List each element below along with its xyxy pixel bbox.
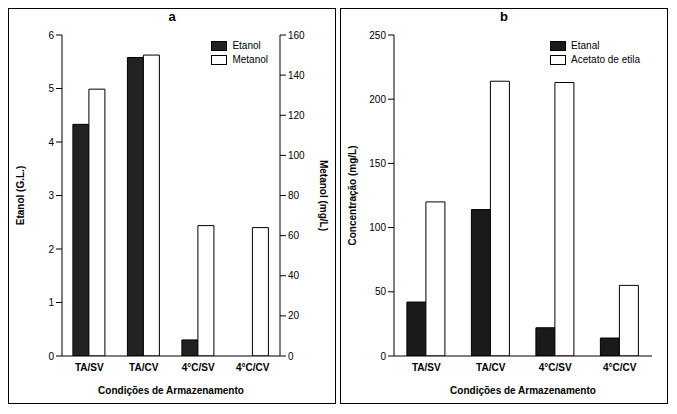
svg-text:4°C/SV: 4°C/SV	[182, 362, 215, 373]
html-text:Acetato de etila: Acetato de etila	[571, 54, 640, 65]
svg-text:Condições de Armazenamento: Condições de Armazenamento	[98, 385, 244, 396]
svg-text:80: 80	[288, 190, 300, 201]
svg-text:Condições de Armazenamento: Condições de Armazenamento	[450, 385, 596, 396]
svg-text:4°C/CV: 4°C/CV	[236, 362, 270, 373]
svg-text:60: 60	[288, 230, 300, 241]
svg-text:5: 5	[48, 83, 54, 94]
svg-text:TA/SV: TA/SV	[412, 362, 441, 373]
svg-text:200: 200	[369, 94, 386, 105]
svg-text:TA/SV: TA/SV	[75, 362, 104, 373]
svg-text:TA/CV: TA/CV	[129, 362, 159, 373]
html-text:b: b	[500, 9, 508, 24]
svg-text:250: 250	[369, 30, 386, 41]
svg-text:4°C/SV: 4°C/SV	[539, 362, 572, 373]
svg-text:40: 40	[288, 270, 300, 281]
svg-text:150: 150	[369, 158, 386, 169]
svg-text:100: 100	[288, 150, 305, 161]
svg-text:4°C/CV: 4°C/CV	[603, 362, 637, 373]
svg-text:0: 0	[48, 351, 54, 362]
html-text:a: a	[168, 9, 176, 24]
svg-text:Metanol (mg/L): Metanol (mg/L)	[318, 160, 329, 231]
svg-text:160: 160	[288, 30, 305, 41]
html-text:Metanol: Metanol	[232, 54, 268, 65]
svg-text:TA/CV: TA/CV	[476, 362, 506, 373]
svg-text:50: 50	[375, 286, 387, 297]
svg-text:6: 6	[48, 30, 54, 41]
svg-text:0: 0	[288, 351, 294, 362]
svg-text:140: 140	[288, 70, 305, 81]
svg-text:Concentração (mg/L): Concentração (mg/L)	[347, 145, 358, 245]
svg-text:4: 4	[48, 137, 54, 148]
svg-text:0: 0	[380, 351, 386, 362]
svg-text:3: 3	[48, 190, 54, 201]
svg-text:Etanol (G.L.): Etanol (G.L.)	[15, 166, 26, 225]
svg-text:20: 20	[288, 310, 300, 321]
html-text:Etanal: Etanal	[571, 40, 600, 51]
svg-text:2: 2	[48, 244, 54, 255]
svg-text:1: 1	[48, 297, 54, 308]
html-text:Etanol: Etanol	[232, 40, 261, 51]
svg-text:120: 120	[288, 110, 305, 121]
svg-text:100: 100	[369, 222, 386, 233]
